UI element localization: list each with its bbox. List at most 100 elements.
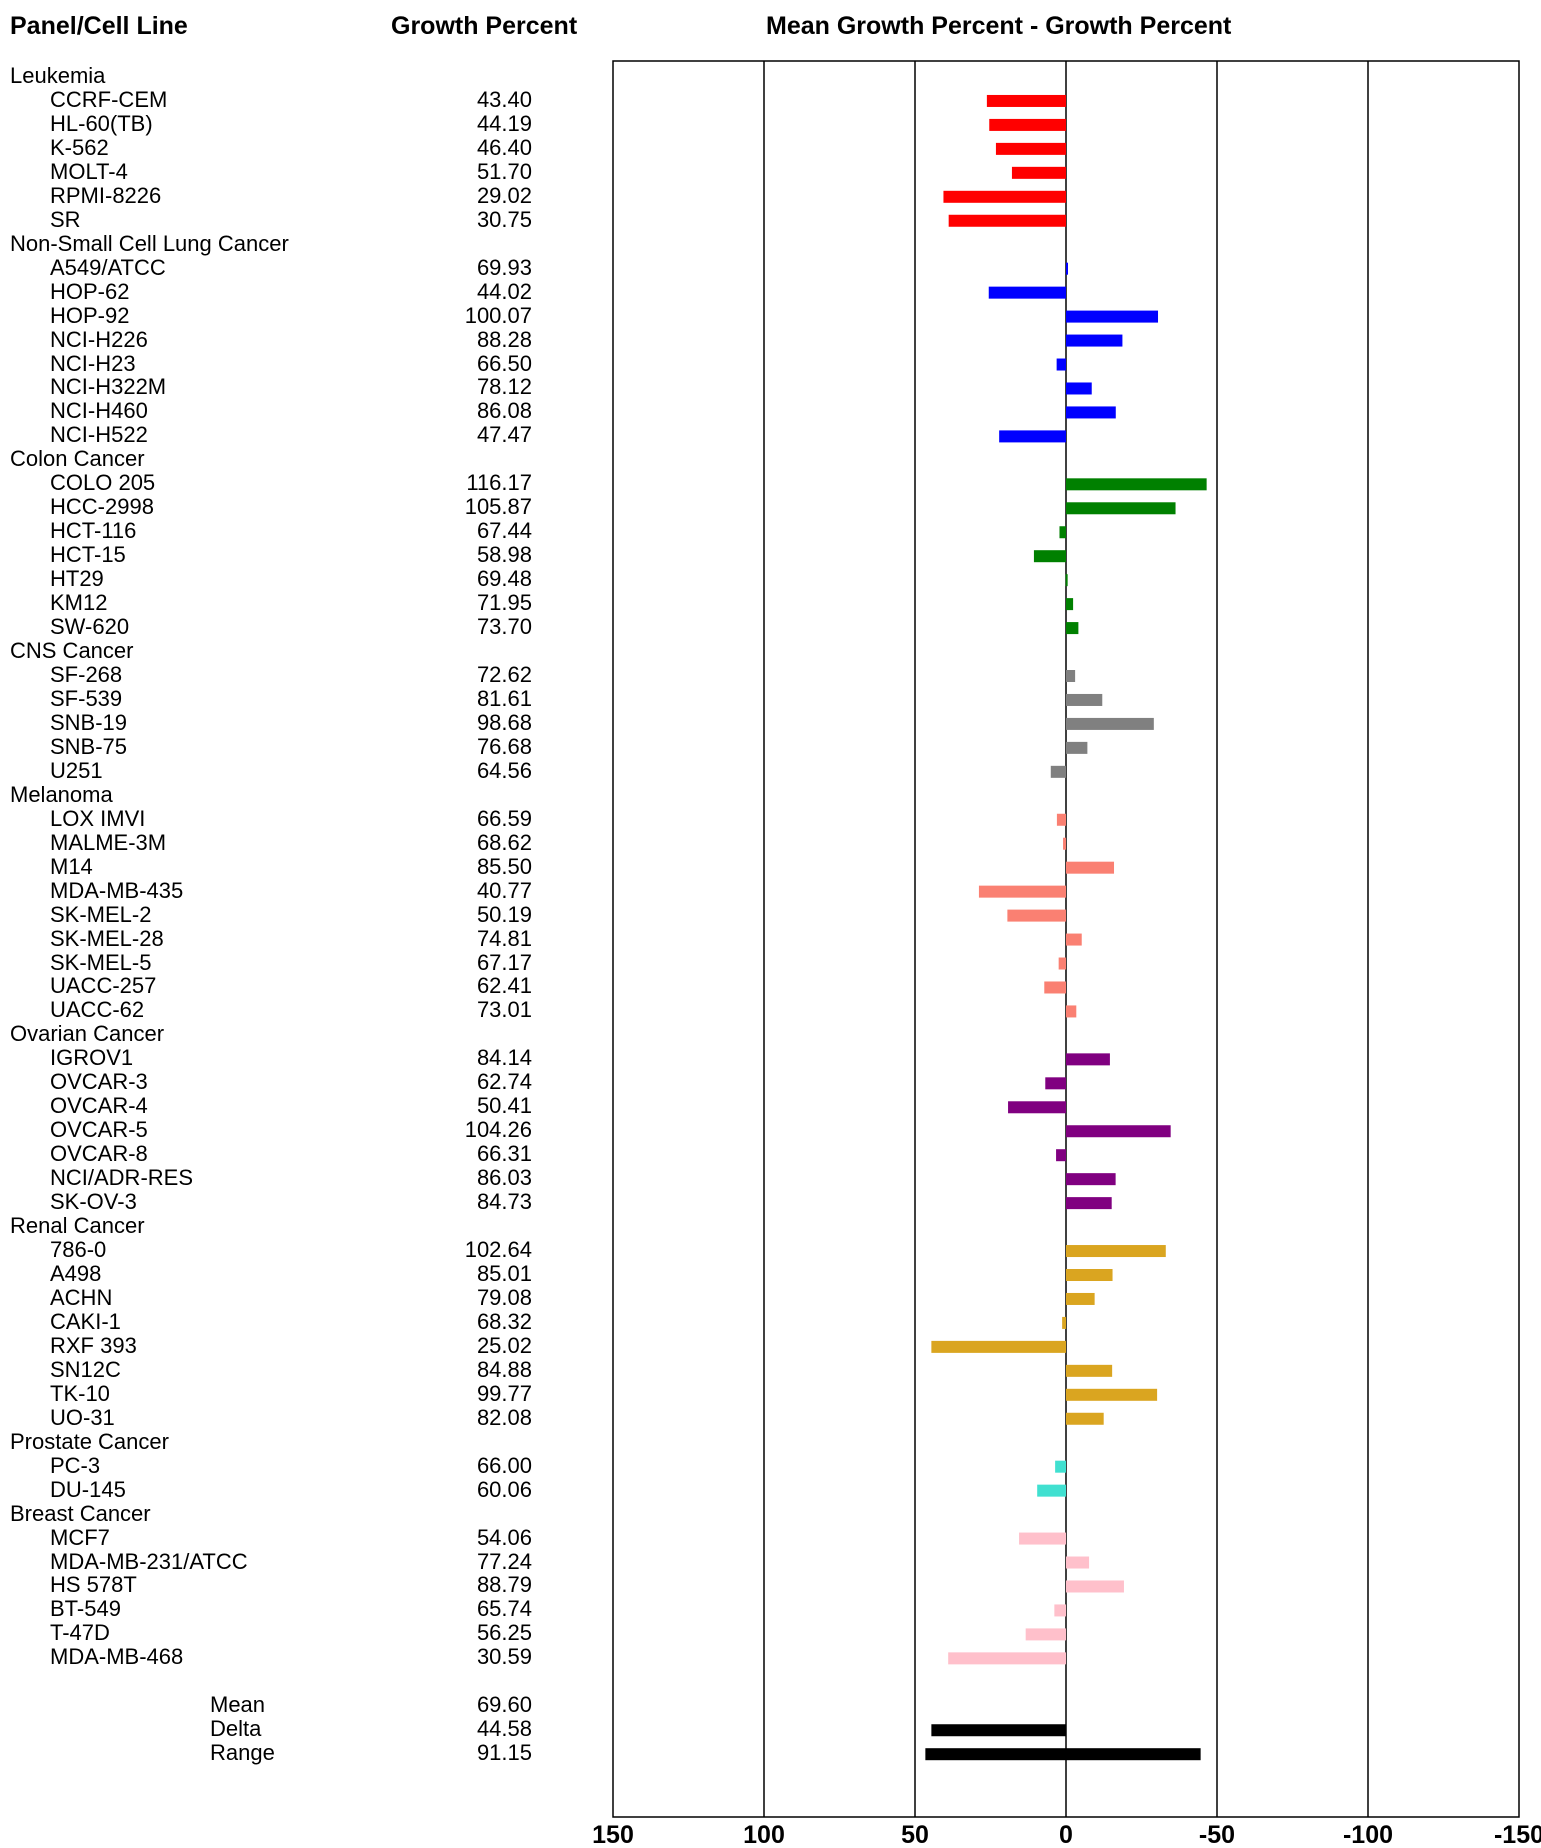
bar-sr: [948, 214, 1066, 227]
cell-line-row-label: OVCAR-5: [50, 1117, 148, 1143]
cell-line-row-value: 62.74: [476, 1069, 532, 1095]
panel-header-label: Prostate Cancer: [10, 1428, 169, 1454]
header-panel-cell-line: Panel/Cell Line: [10, 12, 188, 40]
bar-lox-imvi: [1056, 813, 1066, 826]
cell-line-row: HT29 69.48: [0, 567, 532, 591]
bar-rxf-393: [931, 1340, 1066, 1353]
cell-line-row: SK-MEL-5 67.17: [0, 949, 532, 975]
cell-line-row-value: 76.68: [476, 733, 532, 759]
cell-line-row-value: 58.98: [476, 542, 532, 568]
bar-du-145: [1037, 1484, 1066, 1497]
cell-line-row-label: HL-60(TB): [50, 110, 153, 136]
cell-line-row-label: MCF7: [50, 1524, 110, 1550]
cell-line-row-label: CCRF-CEM: [50, 86, 168, 112]
cell-line-row-label: T-47D: [50, 1620, 110, 1646]
cell-line-row-value: 44.02: [476, 278, 532, 304]
cell-line-row-label: BT-549: [50, 1596, 121, 1622]
panel-header: Ovarian Cancer: [0, 1022, 532, 1046]
summary-row-label: Range: [210, 1740, 275, 1766]
cell-line-row: CAKI-1 68.32: [0, 1309, 532, 1334]
cell-line-row-label: COLO 205: [50, 470, 156, 496]
bar-achn: [1066, 1292, 1095, 1305]
panel-header: Renal Cancer: [0, 1214, 532, 1238]
cell-line-row: TK-10 99.77: [0, 1381, 532, 1406]
cell-line-row-label: OVCAR-4: [50, 1093, 148, 1119]
cell-line-row-label: UO-31: [50, 1404, 115, 1430]
panel-header: Prostate Cancer: [0, 1428, 532, 1454]
bar-nci-adr-res: [1066, 1173, 1116, 1186]
cell-line-row-value: 62.41: [476, 973, 532, 999]
cell-line-row-label: M14: [50, 853, 93, 879]
cell-line-row-label: SR: [50, 206, 81, 232]
bar-k-562: [995, 142, 1066, 155]
summary-row-value: 69.60: [476, 1692, 532, 1718]
cell-line-row-label: HS 578T: [50, 1572, 137, 1598]
cell-line-row: SNB-19 98.68: [0, 710, 532, 735]
cell-line-row-label: RPMI-8226: [50, 182, 162, 208]
cell-line-row-value: 69.93: [476, 254, 532, 280]
bar-uacc-257: [1044, 981, 1066, 994]
cell-line-row-label: SW-620: [50, 614, 130, 640]
cell-line-row-value: 84.73: [476, 1189, 532, 1215]
bar-m14: [1066, 861, 1115, 874]
bar-nci-h460: [1066, 406, 1116, 419]
cell-line-row-label: SK-MEL-28: [50, 925, 164, 951]
cell-line-row-label: SNB-75: [50, 733, 128, 759]
cell-line-row: DU-145 60.06: [0, 1476, 532, 1502]
cell-line-row-value: 88.79: [476, 1572, 532, 1598]
bar-nci-h23: [1056, 358, 1066, 371]
cell-line-row: M14 85.50: [0, 853, 532, 879]
bar-sf-539: [1066, 693, 1103, 706]
cell-line-row: MALME-3M 68.62: [0, 829, 532, 855]
cell-line-row-value: 60.06: [476, 1476, 532, 1502]
cell-line-row-value: 77.24: [476, 1548, 532, 1574]
cell-line-row-value: 68.62: [476, 829, 532, 855]
bar-sk-mel-5: [1058, 957, 1066, 970]
cell-line-row-label: IGROV1: [50, 1045, 134, 1071]
bar-nci-h322m: [1066, 382, 1092, 395]
panel-header-label: Colon Cancer: [10, 446, 145, 472]
x-tick-label: -50: [1199, 1821, 1235, 1848]
cell-line-row: MOLT-4 51.70: [0, 159, 532, 184]
cell-line-row: NCI-H522 47.47: [0, 423, 532, 447]
cell-line-row: OVCAR-4 50.41: [0, 1094, 532, 1118]
cell-line-row-value: 64.56: [476, 757, 532, 783]
cell-line-row: HCT-116 67.44: [0, 519, 532, 543]
cell-line-row-value: 86.03: [476, 1165, 532, 1191]
bar-mda-mb-468: [948, 1652, 1066, 1665]
cell-line-row: T-47D 56.25: [0, 1621, 532, 1645]
cell-line-row-value: 116.17: [466, 470, 532, 496]
bar-hl-60-tb-: [989, 118, 1066, 131]
cell-line-row-value: 78.12: [476, 374, 532, 400]
panel-header-label: Non-Small Cell Lung Cancer: [10, 230, 289, 256]
cell-line-row: KM12 71.95: [0, 591, 532, 615]
cell-line-row: SF-268 72.62: [0, 663, 532, 687]
bar-hs-578t: [1066, 1580, 1124, 1593]
panel-header-label: Ovarian Cancer: [10, 1021, 165, 1047]
cell-line-row: SNB-75 76.68: [0, 733, 532, 759]
bar-ccrf-cem: [986, 94, 1066, 107]
bar-ovcar-4: [1008, 1101, 1066, 1114]
bar-km12: [1066, 598, 1074, 611]
cell-line-row-label: OVCAR-8: [50, 1141, 148, 1167]
cell-line-row: MDA-MB-468 30.59: [0, 1645, 532, 1669]
bar-caki-1: [1062, 1316, 1066, 1329]
cell-line-row-label: OVCAR-3: [50, 1069, 148, 1095]
cell-line-row-value: 67.17: [476, 949, 532, 975]
panel-header-label: Leukemia: [10, 63, 106, 88]
cell-line-row-label: LOX IMVI: [50, 805, 146, 831]
cell-line-row-label: SK-OV-3: [50, 1189, 137, 1215]
bar-bt-549: [1054, 1604, 1066, 1617]
panel-header-label: CNS Cancer: [10, 638, 134, 664]
cell-line-row-value: 84.14: [476, 1045, 532, 1071]
header-mean-minus-growth: Mean Growth Percent - Growth Percent: [766, 12, 1232, 40]
cell-line-row-label: NCI-H460: [50, 398, 148, 424]
bar-nci-h522: [999, 430, 1066, 443]
cell-line-row: UACC-62 73.01: [0, 998, 532, 1022]
bar-hop-92: [1066, 310, 1159, 323]
summary-row: Range 91.15: [0, 1741, 532, 1765]
cell-line-row-value: 86.08: [476, 398, 532, 424]
cell-line-row-value: 30.59: [476, 1644, 532, 1670]
cell-line-row-value: 66.50: [476, 350, 532, 376]
cell-line-row-label: MDA-MB-435: [50, 877, 184, 903]
